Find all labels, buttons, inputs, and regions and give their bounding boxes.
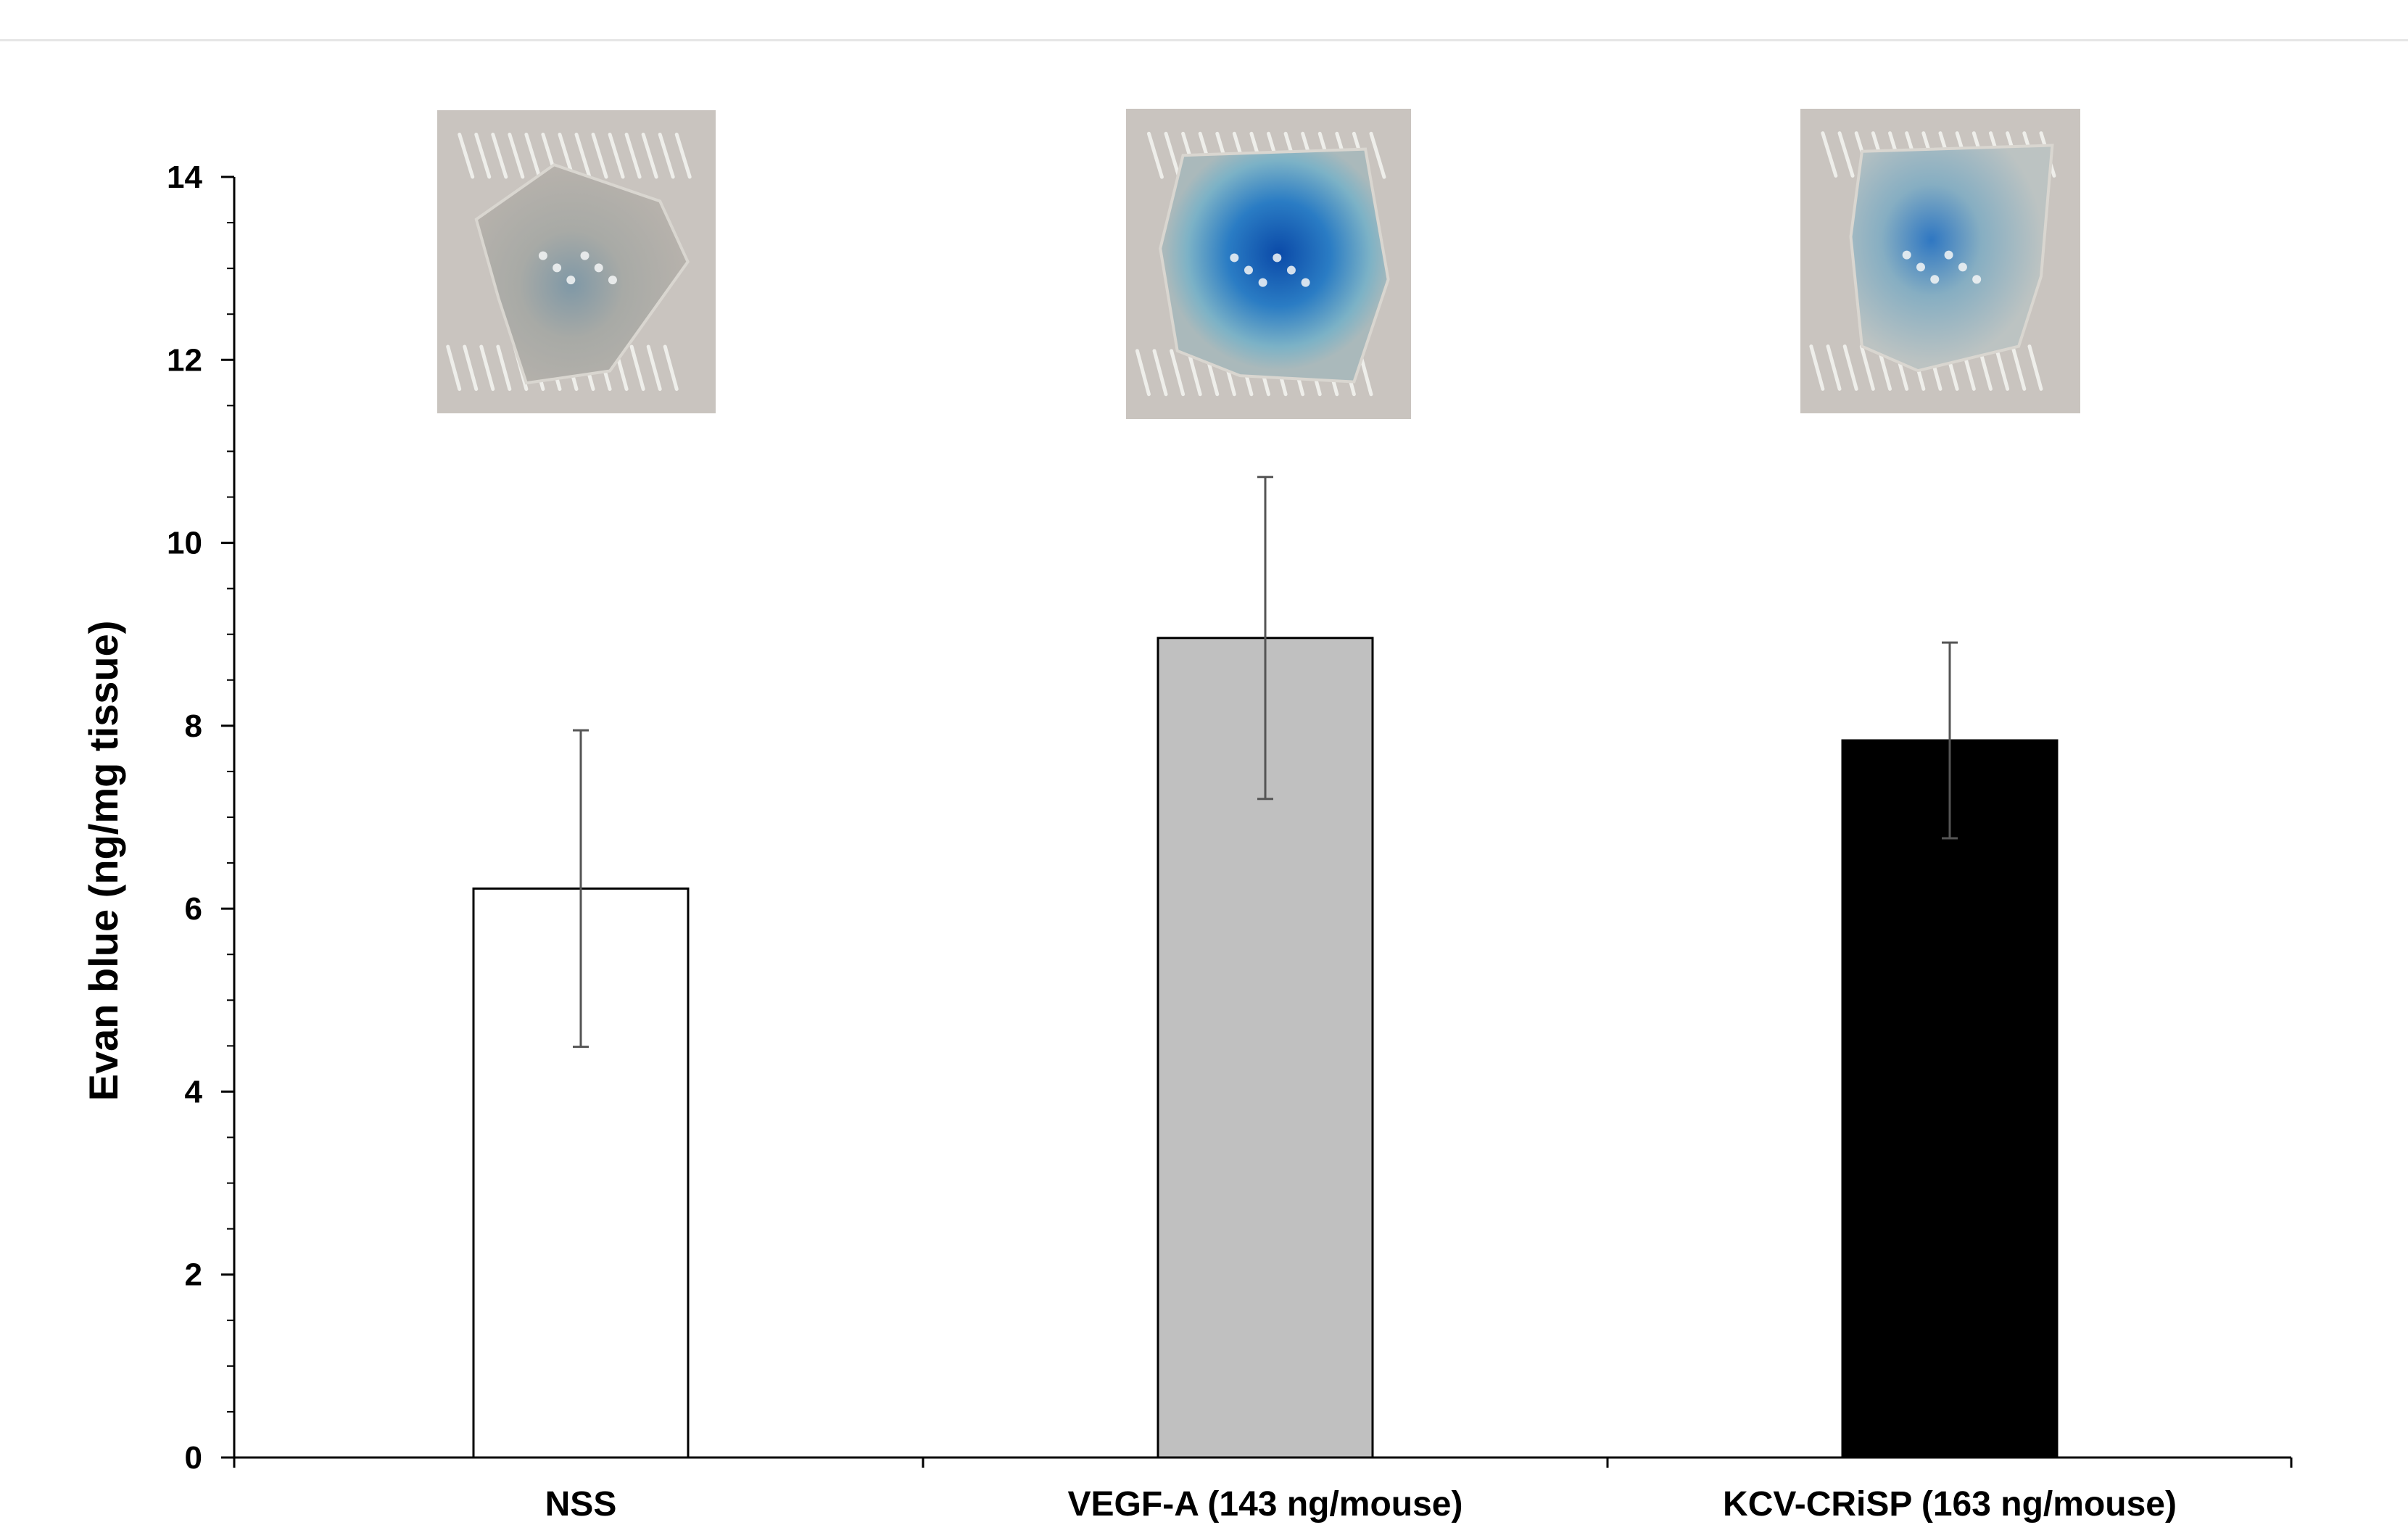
bar-2 (1841, 739, 2059, 1459)
fur-strand (1809, 344, 1825, 391)
tissue-highlight (538, 251, 547, 260)
fur-strand (2011, 344, 2027, 391)
tissue-highlight (1244, 265, 1253, 275)
fur-strand (458, 132, 475, 179)
fur-strand (674, 132, 692, 179)
tissue-highlight (1258, 278, 1267, 287)
fur-strand (1994, 344, 2010, 391)
fur-strand (1826, 344, 1842, 391)
fur-strand (491, 132, 508, 179)
fur-strand (1170, 349, 1186, 397)
tissue-highlight (1273, 253, 1282, 262)
y-tick-label: 0 (185, 1440, 202, 1476)
fur-strand (624, 132, 642, 179)
y-tick-label: 14 (167, 160, 202, 195)
fur-strand (508, 132, 525, 179)
tissue-highlight (566, 276, 576, 285)
fur-strand (1164, 131, 1181, 179)
fur-strand (1186, 349, 1202, 397)
chart-bars (472, 476, 2059, 1459)
tissue-photo-1 (1126, 109, 1411, 419)
x-category-label-1: VEGF-A (143 ng/mouse) (1068, 1485, 1463, 1523)
chart-labels: 0 2 4 6 8 10 12 14 Evan blue (ng/mg tissue) NSS VE… (80, 160, 2177, 1523)
fur-strand (1842, 344, 1858, 391)
fur-strand (1859, 344, 1875, 391)
fur-strand (1146, 131, 1164, 179)
fur-strand (2027, 344, 2043, 391)
y-tick-label: 6 (185, 891, 202, 927)
fur-strand (629, 344, 645, 392)
fur-strand (658, 132, 675, 179)
tissue-highlight (1230, 253, 1239, 262)
tissue-highlight (1972, 275, 1982, 284)
tissue-highlight (594, 263, 603, 273)
y-tick-label: 12 (167, 342, 202, 378)
fur-strand (608, 132, 625, 179)
fur-strand (641, 132, 658, 179)
fur-strand (1837, 131, 1855, 178)
tissue-highlight (1286, 265, 1296, 275)
fur-strand (474, 132, 492, 179)
fur-strand (663, 344, 679, 392)
tissue-highlight (580, 251, 589, 260)
fur-strand (1135, 349, 1151, 397)
y-tick-label: 2 (185, 1257, 202, 1293)
y-tick-label: 10 (167, 526, 202, 561)
tissue-highlight (1916, 262, 1925, 272)
tissue-highlight (1930, 275, 1940, 284)
tissue-sample (474, 162, 690, 385)
tissue-highlight (1902, 250, 1911, 260)
fur-strand (446, 344, 462, 392)
tissue-photo-insets (437, 109, 2080, 419)
tissue-highlight (553, 263, 562, 273)
tissue-sample (1159, 147, 1390, 384)
y-axis-title: Evan blue (ng/mg tissue) (80, 621, 126, 1101)
tissue-highlight (608, 276, 617, 285)
fur-strand (479, 344, 495, 392)
x-category-label-2: KCV-CRiSP (163 ng/mouse) (1723, 1485, 2177, 1523)
fur-strand (574, 132, 592, 179)
fur-strand (1821, 131, 1838, 178)
fur-strand (524, 132, 542, 179)
tissue-highlight (1958, 262, 1967, 272)
fur-strand (463, 344, 479, 392)
fur-strand (496, 344, 512, 392)
top-divider (0, 39, 2408, 41)
fur-strand (646, 344, 662, 392)
tissue-photo-2 (1800, 109, 2080, 413)
x-category-label-0: NSS (545, 1485, 617, 1523)
tissue-photo-0 (437, 110, 716, 413)
fur-strand (591, 132, 608, 179)
tissue-highlight (1301, 278, 1310, 287)
y-tick-label: 4 (185, 1074, 203, 1109)
y-tick-label: 8 (185, 708, 202, 744)
tissue-highlight (1944, 250, 1953, 260)
fur-strand (1369, 131, 1386, 179)
fur-strand (1152, 349, 1168, 397)
